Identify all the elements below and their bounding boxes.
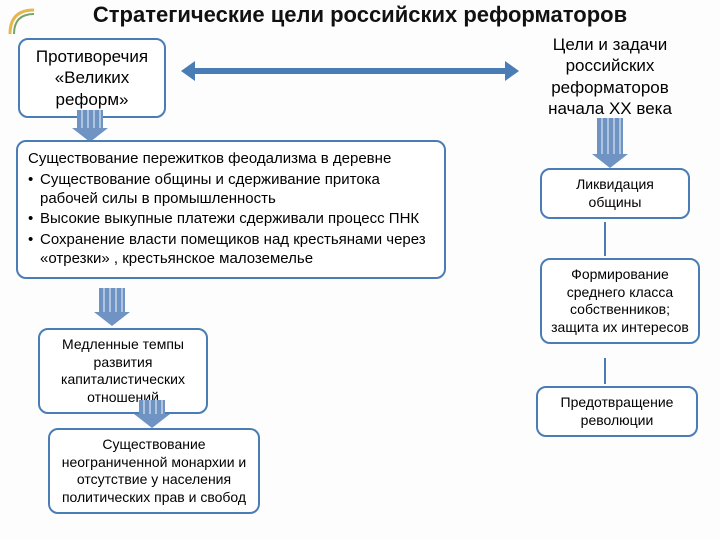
- box-feudal-remnants: Существование пережитков феодализма в де…: [16, 140, 446, 279]
- box-abolish-commune: Ликвидация общины: [540, 168, 690, 219]
- slide-root: Стратегические цели российских реформато…: [0, 0, 720, 540]
- arrow-down-icon: [594, 118, 626, 168]
- corner-decoration-icon: [8, 8, 36, 36]
- arrow-down-icon: [96, 288, 128, 326]
- arrow-down-icon: [74, 110, 106, 142]
- box-middle-class: Формирование среднего класса собственник…: [540, 258, 700, 344]
- box-contradictions: Противоречия «Великих реформ»: [18, 38, 166, 118]
- arrow-down-icon: [136, 400, 168, 428]
- feudal-item: Существование общины и сдерживание прито…: [28, 171, 434, 209]
- arrow-bidirectional-icon: [195, 68, 505, 74]
- feudal-item: Сохранение власти помещиков над крестьян…: [28, 231, 434, 269]
- feudal-item: Высокие выкупные платежи сдерживали проц…: [28, 210, 434, 229]
- connector-line: [604, 222, 606, 256]
- box-absolute-monarchy: Существование неограниченной монархии и …: [48, 428, 260, 514]
- box-slow-development: Медленные темпы развития капиталистическ…: [38, 328, 208, 414]
- box-goals-heading: Цели и задачи российских реформаторов на…: [518, 28, 702, 125]
- connector-line: [604, 358, 606, 384]
- slide-title: Стратегические цели российских реформато…: [60, 2, 660, 28]
- box-prevent-revolution: Предотвращение революции: [536, 386, 698, 437]
- feudal-header: Существование пережитков феодализма в де…: [28, 150, 434, 169]
